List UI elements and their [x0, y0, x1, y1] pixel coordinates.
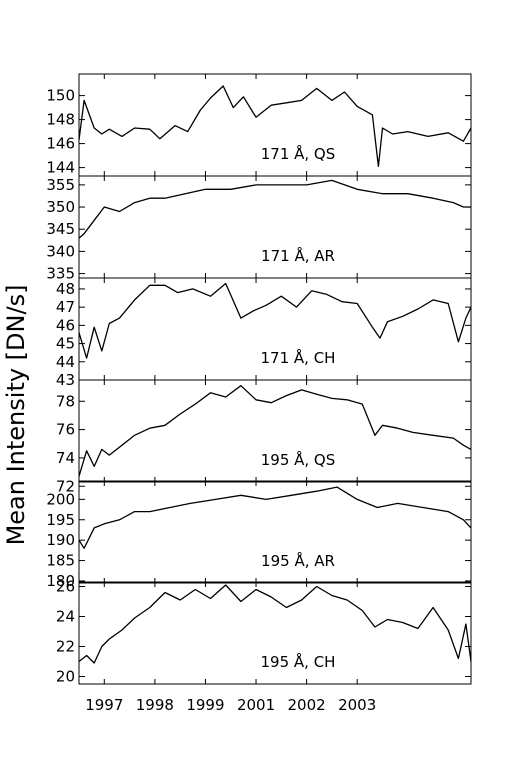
- y-tick-label: 195: [46, 511, 75, 529]
- y-tick-label: 148: [46, 111, 75, 129]
- y-tick-label: 24: [56, 608, 75, 626]
- y-tick-label: 350: [46, 198, 75, 216]
- panel-label: 195 Å, CH: [261, 652, 336, 671]
- panel-frame: [78, 480, 472, 584]
- panel-label: 171 Å, CH: [261, 348, 336, 367]
- y-tick-label: 335: [46, 265, 75, 283]
- y-tick-label: 43: [56, 371, 75, 389]
- y-tick-label: 74: [56, 449, 75, 467]
- y-tick-label: 22: [56, 638, 75, 656]
- y-tick-label: 345: [46, 220, 75, 238]
- y-tick-label: 340: [46, 242, 75, 260]
- panel-frame: [78, 379, 472, 483]
- panel-label: 171 Å, QS: [261, 144, 336, 163]
- series-line: [78, 282, 472, 359]
- x-tick-label: 1999: [186, 696, 224, 714]
- y-tick-label: 190: [46, 531, 75, 549]
- x-tick-label: 1997: [85, 696, 123, 714]
- series-line: [78, 486, 472, 549]
- panel-6: 20 22 24 26 195 Å, CH: [56, 578, 472, 686]
- x-tick-label: 1998: [136, 696, 174, 714]
- series-line: [78, 584, 472, 664]
- y-tick-label: 47: [56, 298, 75, 316]
- y-tick-label: 150: [46, 87, 75, 105]
- panel-label: 171 Å, AR: [261, 246, 335, 265]
- y-tick-label: 72: [56, 477, 75, 495]
- panel-5: 180 185 190 195 200 195 Å, AR: [46, 480, 472, 590]
- y-tick-label: 355: [46, 176, 75, 194]
- x-tick-label: 2003: [338, 696, 376, 714]
- y-axis-title: Mean Intensity [DN/s]: [2, 285, 30, 546]
- x-axis: 1997 1998 1999 2001 2002 2003: [85, 696, 376, 714]
- panel-frame: [78, 581, 472, 685]
- panels-group: 144 146 148 150 171 Å, QS 335 340 345 350 355 171 …: [46, 73, 472, 686]
- panel-4: 72 74 76 78 195 Å, QS: [56, 379, 472, 495]
- y-tick-label: 78: [56, 392, 75, 410]
- series-line: [78, 385, 472, 477]
- y-tick-label: 26: [56, 578, 75, 596]
- x-tick-label: 2001: [237, 696, 275, 714]
- panel-label: 195 Å, AR: [261, 551, 335, 570]
- y-tick-label: 44: [56, 353, 75, 371]
- y-tick-label: 144: [46, 159, 75, 177]
- panel-label: 195 Å, QS: [261, 450, 336, 469]
- y-tick-label: 48: [56, 280, 75, 298]
- y-tick-label: 20: [56, 668, 75, 686]
- y-tick-label: 76: [56, 421, 75, 439]
- y-tick-label: 200: [46, 490, 75, 508]
- y-tick-label: 45: [56, 335, 75, 353]
- y-tick-label: 180: [46, 572, 75, 590]
- series-line: [78, 85, 472, 168]
- panel-1: 144 146 148 150 171 Å, QS: [46, 73, 472, 177]
- series-line: [78, 179, 471, 239]
- y-tick-label: 185: [46, 552, 75, 570]
- x-tick-label: 2002: [288, 696, 326, 714]
- y-tick-label: 146: [46, 135, 75, 153]
- y-tick-label: 46: [56, 316, 75, 334]
- panel-2: 335 340 345 350 355 171 Å, AR: [46, 175, 472, 283]
